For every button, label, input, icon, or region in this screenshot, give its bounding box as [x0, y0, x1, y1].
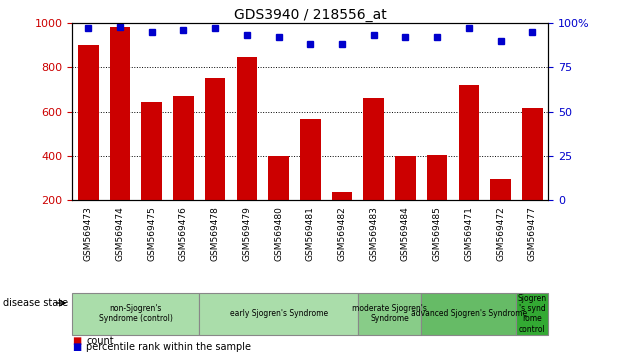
Text: ■: ■ — [72, 336, 82, 346]
Bar — [331, 192, 352, 200]
Text: GSM569473: GSM569473 — [84, 206, 93, 261]
Text: GSM569482: GSM569482 — [338, 206, 346, 261]
Bar — [300, 119, 321, 200]
Bar — [141, 102, 162, 200]
Text: GSM569471: GSM569471 — [464, 206, 473, 261]
Bar — [268, 156, 289, 200]
Bar — [199, 293, 358, 335]
Text: GSM569474: GSM569474 — [115, 206, 125, 261]
Bar — [459, 85, 479, 200]
Text: GSM569483: GSM569483 — [369, 206, 378, 261]
Title: GDS3940 / 218556_at: GDS3940 / 218556_at — [234, 8, 387, 22]
Text: GSM569479: GSM569479 — [243, 206, 251, 261]
Text: GSM569484: GSM569484 — [401, 206, 410, 261]
Text: disease state: disease state — [3, 298, 68, 308]
Bar — [490, 179, 511, 200]
Text: GSM569478: GSM569478 — [210, 206, 220, 261]
Bar — [395, 156, 416, 200]
Text: GSM569475: GSM569475 — [147, 206, 156, 261]
Bar — [78, 45, 99, 200]
Text: GSM569476: GSM569476 — [179, 206, 188, 261]
Text: moderate Sjogren's
Syndrome: moderate Sjogren's Syndrome — [352, 304, 427, 323]
Text: GSM569472: GSM569472 — [496, 206, 505, 261]
Text: Sjogren
's synd
rome
control: Sjogren 's synd rome control — [518, 293, 547, 334]
Text: early Sjogren's Syndrome: early Sjogren's Syndrome — [229, 309, 328, 318]
Text: GSM569477: GSM569477 — [528, 206, 537, 261]
Bar — [205, 78, 226, 200]
Bar — [358, 293, 421, 335]
Text: count: count — [86, 336, 114, 346]
Text: ■: ■ — [72, 342, 82, 352]
Text: GSM569481: GSM569481 — [306, 206, 315, 261]
Bar — [517, 293, 548, 335]
Text: advanced Sjogren's Syndrome: advanced Sjogren's Syndrome — [411, 309, 527, 318]
Text: GSM569485: GSM569485 — [433, 206, 442, 261]
Bar — [72, 293, 199, 335]
Bar — [110, 28, 130, 200]
Bar — [421, 293, 517, 335]
Bar — [364, 98, 384, 200]
Bar — [427, 155, 447, 200]
Text: GSM569480: GSM569480 — [274, 206, 283, 261]
Bar — [522, 108, 542, 200]
Bar — [173, 96, 194, 200]
Bar — [236, 57, 257, 200]
Text: percentile rank within the sample: percentile rank within the sample — [86, 342, 251, 352]
Text: non-Sjogren's
Syndrome (control): non-Sjogren's Syndrome (control) — [99, 304, 173, 323]
